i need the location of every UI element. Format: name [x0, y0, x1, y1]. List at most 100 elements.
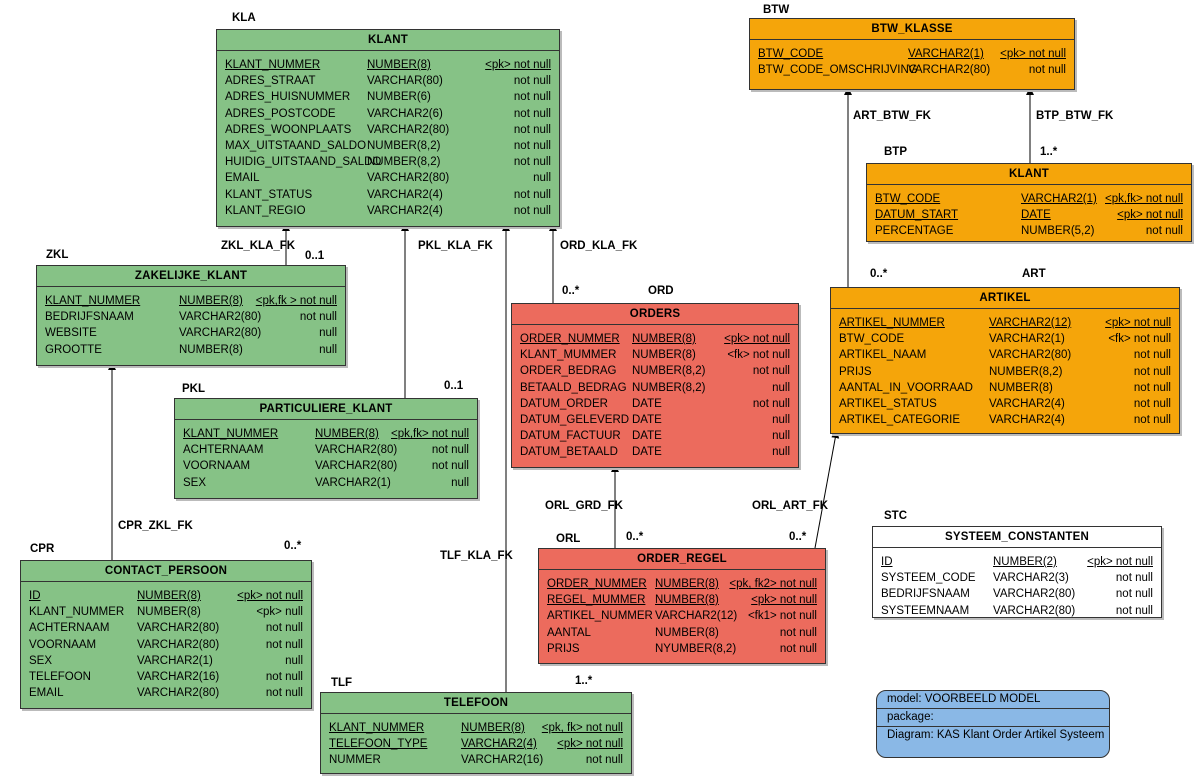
entity-contact-persoon[interactable]: CONTACT_PERSOON ID NUMBER(8) <pk> not null K… [20, 560, 312, 709]
rel-cpr-zkl-label: CPR_ZKL_FK [118, 520, 193, 532]
attribute-constraint: null [533, 172, 551, 185]
attribute-row[interactable]: SEX VARCHAR2(1) null [183, 475, 477, 491]
entity-order-regel[interactable]: ORDER_REGEL ORDER_NUMMER NUMBER(8) <pk, fk2… [538, 548, 826, 664]
attribute-type: VARCHAR2(80) [137, 638, 220, 651]
attribute-row[interactable]: AANTAL NUMBER(8) not null [547, 625, 825, 641]
entity-systeem-constanten[interactable]: SYSTEEM_CONSTANTEN ID NUMBER(2) <pk> not nu… [872, 526, 1162, 618]
attribute-type: VARCHAR2(80) [137, 622, 220, 635]
attribute-row[interactable]: ADRES_HUISNUMMER NUMBER(6) not null [225, 89, 559, 105]
attribute-type: NUMBER(8) [179, 343, 243, 356]
attribute-row[interactable]: VOORNAAM VARCHAR2(80) not null [29, 637, 311, 653]
attribute-row[interactable]: ARTIKEL_STATUS VARCHAR2(4) not null [839, 396, 1179, 412]
attribute-row[interactable]: ACHTERNAAM VARCHAR2(80) not null [29, 620, 311, 636]
attribute-constraint: <pk, fk> not null [541, 722, 623, 734]
attribute-name: EMAIL [29, 687, 64, 700]
attribute-constraint: <pk,fk> not null [1105, 193, 1183, 205]
attribute-row[interactable]: BTW_CODE VARCHAR2(1) <pk,fk> not null [875, 191, 1191, 207]
attribute-row[interactable]: ARTIKEL_NAAM VARCHAR2(80) not null [839, 347, 1179, 363]
attribute-row[interactable]: GROOTTE NUMBER(8) null [45, 342, 345, 358]
attribute-row[interactable]: BTW_CODE VARCHAR2(1) <pk> not null [758, 46, 1074, 62]
attribute-name: ADRES_STRAAT [225, 75, 316, 88]
attribute-row[interactable]: DATUM_GELEVERD DATE null [520, 412, 798, 428]
attribute-row[interactable]: EMAIL VARCHAR2(80) not null [29, 685, 311, 701]
attribute-row[interactable]: BETAALD_BEDRAG NUMBER(8,2) null [520, 380, 798, 396]
entity-klant[interactable]: KLANT KLANT_NUMMER NUMBER(8) <pk> not null A… [216, 29, 560, 227]
rel-ord-kla-cardinality: 0..* [562, 285, 580, 297]
attribute-row[interactable]: NUMMER VARCHAR2(16) not null [329, 752, 631, 768]
attribute-row[interactable]: WEBSITE VARCHAR2(80) null [45, 325, 345, 341]
attribute-row[interactable]: KLANT_NUMMER NUMBER(8) <pk,fk > not null [45, 293, 345, 309]
attribute-row[interactable]: SYSTEEMNAAM VARCHAR2(80) not null [881, 603, 1161, 619]
attribute-row[interactable]: VOORNAAM VARCHAR2(80) not null [183, 458, 477, 474]
attribute-row[interactable]: KLANT_NUMMER NUMBER(8) <pk,fk> not null [183, 426, 477, 442]
attribute-type: VARCHAR2(80) [989, 349, 1072, 362]
attribute-row[interactable]: ARTIKEL_CATEGORIE VARCHAR2(4) not null [839, 412, 1179, 428]
attribute-row[interactable]: TELEFOON_TYPE VARCHAR2(4) <pk> not null [329, 736, 631, 752]
attribute-row[interactable]: DATUM_START DATE <pk> not null [875, 207, 1191, 223]
entity-title: ZAKELIJKE_KLANT [37, 266, 345, 287]
attribute-row[interactable]: PERCENTAGE NUMBER(5,2) not null [875, 223, 1191, 239]
attribute-row[interactable]: ID NUMBER(8) <pk> not null [29, 588, 311, 604]
attribute-constraint: <pk> not null [1117, 209, 1183, 222]
entity-btw-percentage[interactable]: KLANT BTW_CODE VARCHAR2(1) <pk,fk> not null… [866, 163, 1192, 242]
attribute-name: GROOTTE [45, 343, 102, 356]
attribute-row[interactable]: ADRES_STRAAT VARCHAR(80) not null [225, 73, 559, 89]
attribute-row[interactable]: ORDER_NUMMER NUMBER(8) <pk, fk2> not null [547, 576, 825, 592]
attribute-row[interactable]: SYSTEEM_CODE VARCHAR2(3) not null [881, 570, 1161, 586]
attribute-name: SYSTEEMNAAM [881, 604, 970, 617]
attribute-row[interactable]: BEDRIJFSNAAM VARCHAR2(80) not null [881, 586, 1161, 602]
attribute-row[interactable]: DATUM_ORDER DATE not null [520, 396, 798, 412]
attribute-row[interactable]: ADRES_WOONPLAATS VARCHAR2(80) not null [225, 122, 559, 138]
attribute-row[interactable]: KLANT_NUMMER NUMBER(8) <pk, fk> not null [329, 720, 631, 736]
attribute-row[interactable]: BEDRIJFSNAAM VARCHAR2(80) not null [45, 309, 345, 325]
attribute-row[interactable]: AANTAL_IN_VOORRAAD NUMBER(8) not null [839, 380, 1179, 396]
entity-artikel[interactable]: ARTIKEL ARTIKEL_NUMMER VARCHAR2(12) <pk> no… [830, 287, 1180, 434]
attribute-row[interactable]: MAX_UITSTAAND_SALDO NUMBER(8,2) not null [225, 138, 559, 154]
attribute-name: REGEL_MUMMER [547, 594, 646, 607]
attribute-row[interactable]: ACHTERNAAM VARCHAR2(80) not null [183, 442, 477, 458]
attribute-constraint: not null [1133, 397, 1171, 410]
attribute-row[interactable]: SEX VARCHAR2(1) null [29, 653, 311, 669]
attribute-constraint: null [772, 430, 790, 443]
rel-btp-btw-cardinality: 1..* [1040, 146, 1058, 158]
attribute-row[interactable]: BTW_CODE_OMSCHRIJVING VARCHAR2(80) not nul… [758, 62, 1074, 78]
attribute-row[interactable]: KLANT_NUMMER NUMBER(8) <pk> not null [225, 57, 559, 73]
attribute-row[interactable]: HUIDIG_UITSTAAND_SALDO NUMBER(8,2) not nul… [225, 154, 559, 170]
attribute-row[interactable]: ARTIKEL_NUMMER VARCHAR2(12) <pk> not null [839, 315, 1179, 331]
attribute-name: KLANT_NUMMER [225, 59, 321, 71]
attribute-row[interactable]: EMAIL VARCHAR2(80) null [225, 170, 559, 186]
rel-tlf-kla-cardinality: 1..* [575, 675, 593, 687]
attribute-row[interactable]: PRIJS NUMBER(8,2) not null [839, 364, 1179, 380]
attribute-row[interactable]: DATUM_BETAALD DATE null [520, 444, 798, 460]
attribute-row[interactable]: ADRES_POSTCODE VARCHAR2(6) not null [225, 106, 559, 122]
attribute-row[interactable]: TELEFOON VARCHAR2(16) not null [29, 669, 311, 685]
attribute-row[interactable]: REGEL_MUMMER NUMBER(8) <pk> not null [547, 592, 825, 608]
attribute-name: AANTAL [547, 626, 591, 639]
attribute-row[interactable]: KLANT_NUMMER NUMBER(8) <pk> null [29, 604, 311, 620]
attribute-constraint: null [319, 343, 337, 356]
attribute-row[interactable]: ORDER_NUMMER NUMBER(8) <pk> not null [520, 331, 798, 347]
attribute-row[interactable]: KLANT_MUMMER NUMBER(8) <fk> not null [520, 347, 798, 363]
entity-telefoon[interactable]: TELEFOON KLANT_NUMMER NUMBER(8) <pk, fk> no… [320, 692, 632, 774]
attribute-type: VARCHAR2(80) [179, 311, 262, 324]
entity-particuliere-klant[interactable]: PARTICULIERE_KLANT KLANT_NUMMER NUMBER(8) <… [174, 398, 478, 499]
attribute-name: KLANT_REGIO [225, 204, 306, 217]
attribute-type: NUMBER(8) [632, 349, 696, 362]
attribute-row[interactable]: ID NUMBER(2) <pk> not null [881, 554, 1161, 570]
entity-zakelijke-klant[interactable]: ZAKELIJKE_KLANT KLANT_NUMMER NUMBER(8) <pk,… [36, 265, 346, 366]
attribute-row[interactable]: KLANT_REGIO VARCHAR2(4) not null [225, 203, 559, 219]
entity-orders[interactable]: ORDERS ORDER_NUMMER NUMBER(8) <pk> not null… [511, 303, 799, 468]
attribute-constraint: not null [752, 365, 790, 378]
attribute-list: ORDER_NUMMER NUMBER(8) <pk, fk2> not null R… [539, 570, 825, 657]
attribute-row[interactable]: ARTIKEL_NUMMER VARCHAR2(12) <fk1> not null [547, 608, 825, 624]
attribute-row[interactable]: DATUM_FACTUUR DATE null [520, 428, 798, 444]
attribute-type: DATE [632, 413, 662, 426]
entity-btw-klasse[interactable]: BTW_KLASSE BTW_CODE VARCHAR2(1) <pk> not nu… [749, 18, 1075, 90]
attribute-row[interactable]: BTW_CODE VARCHAR2(1) <fk> not null [839, 331, 1179, 347]
attribute-row[interactable]: PRIJS NYUMBER(8,2) not null [547, 641, 825, 657]
attribute-row[interactable]: KLANT_STATUS VARCHAR2(4) not null [225, 187, 559, 203]
attribute-type: VARCHAR2(80) [315, 444, 398, 457]
attribute-constraint: not null [513, 123, 551, 136]
attribute-row[interactable]: ORDER_BEDRAG NUMBER(8,2) not null [520, 363, 798, 379]
attribute-type: VARCHAR2(12) [655, 610, 738, 623]
